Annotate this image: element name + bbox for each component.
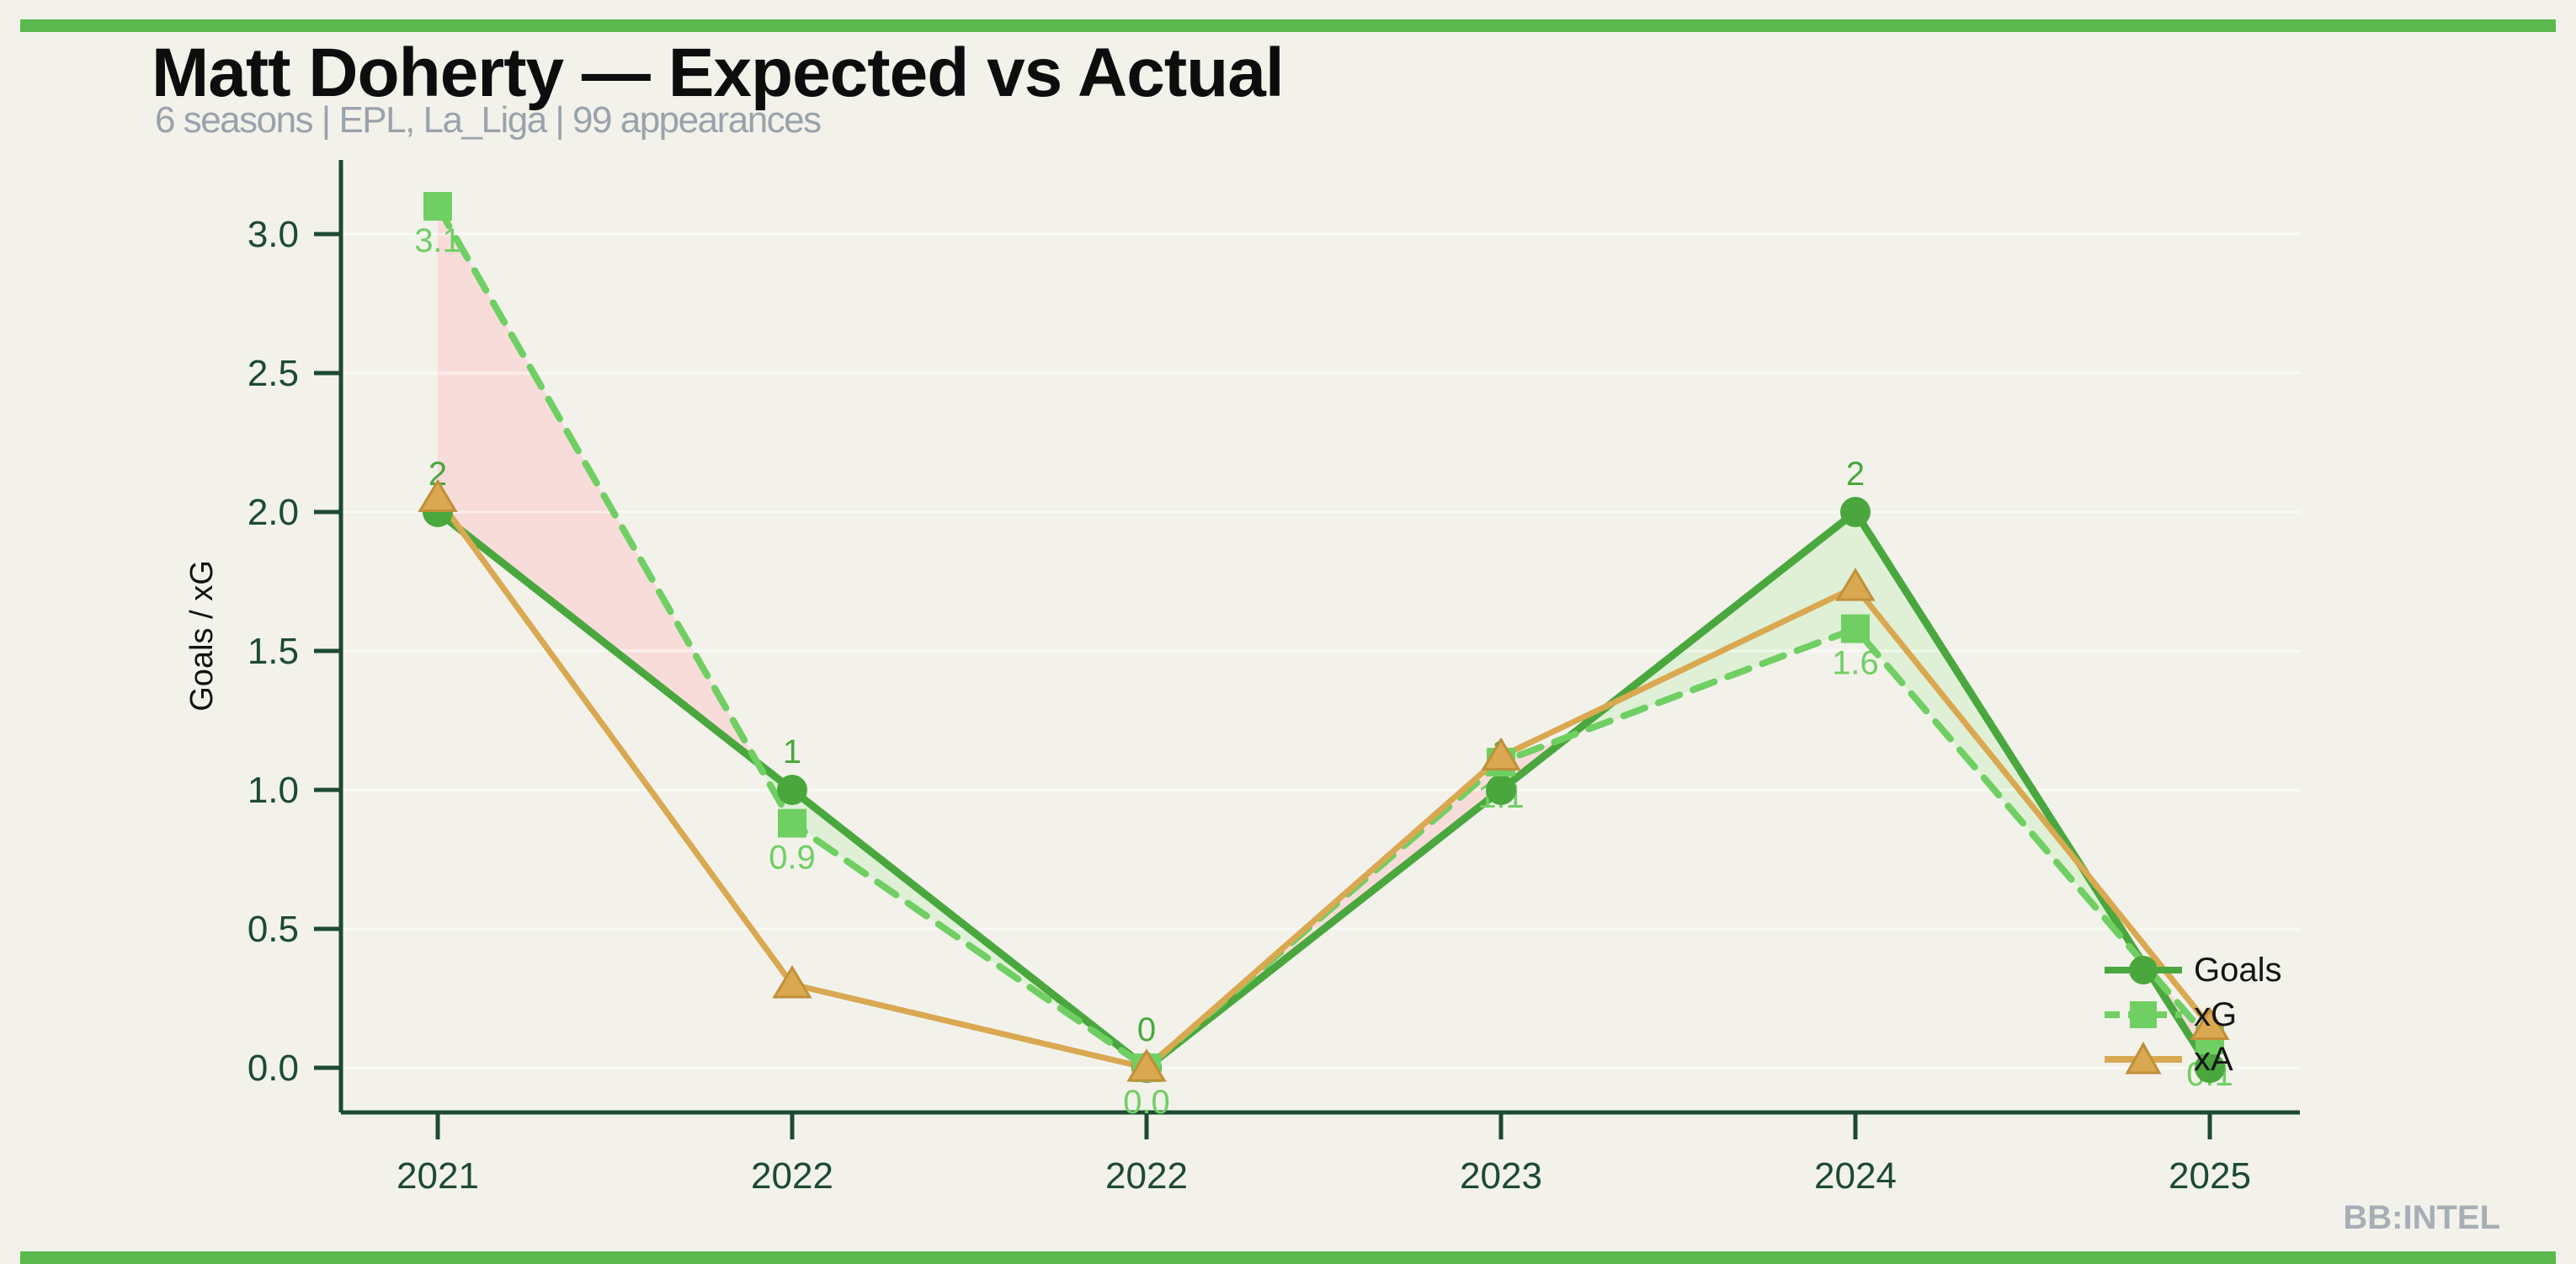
xa-marker [1835,568,1876,601]
xa-marker [1481,737,1521,771]
x-tick-label: 2022 [751,1155,833,1197]
fill-overperformance [757,762,792,824]
y-axis-title: Goals / xG [184,560,220,712]
watermark: BB:INTEL [2343,1199,2500,1236]
xg-point-label: 0.0 [1123,1084,1170,1121]
goals-marker [2195,1053,2225,1083]
y-tick-label: 0.0 [247,1048,299,1089]
legend-label: Goals [2194,951,2282,989]
legend-circle-marker-icon [2105,956,2182,984]
y-tick-label: 3.0 [247,214,299,255]
legend-square-marker-icon [2105,1001,2182,1028]
xa-marker [418,478,458,512]
chart-subtitle: 6 seasons | EPL, La_Liga | 99 appearance… [155,99,822,141]
y-tick-label: 0.5 [247,909,299,950]
x-tick-label: 2024 [1814,1155,1897,1197]
x-tick-label: 2022 [1105,1155,1188,1197]
legend-item-goals: Goals [2103,951,2282,989]
xa-marker [772,965,812,999]
xg-point-label: 3.1 [414,222,461,259]
xg-line [434,203,2213,1071]
top-accent-bar [20,19,2556,32]
goals-marker [1840,497,1871,527]
goals-point-label: 2 [428,456,447,493]
goals-point-label: 1 [783,733,801,771]
goals-line [434,508,2214,1072]
goals-point-label: 2 [1846,456,1865,493]
chart-title: Matt Doherty — Expected vs Actual [152,35,1285,111]
xg-marker [423,192,452,221]
goals-point-label: 0 [1137,1011,1156,1048]
goals-marker [777,775,807,805]
y-tick-label: 1.5 [247,631,299,672]
xg-marker [1841,614,1870,643]
xa-marker [2190,1006,2230,1040]
xg-point-label: 0.9 [769,840,816,877]
x-tick-label: 2025 [2169,1155,2251,1197]
bottom-accent-bar [20,1251,2556,1264]
y-tick-label: 1.0 [247,770,299,811]
x-tick-label: 2023 [1460,1155,1542,1197]
legend-label: xG [2194,995,2238,1033]
legend-item-xa: xA [2103,1040,2282,1078]
x-tick-label: 2021 [397,1155,479,1197]
chart-legend: Goals xG xA [2103,951,2282,1078]
xa-marker [1126,1048,1167,1082]
y-tick-label: 2.0 [247,492,299,533]
legend-triangle-marker-icon [2105,1041,2182,1075]
xg-marker [778,808,806,838]
goals-marker [1486,775,1516,805]
legend-item-xg: xG [2103,995,2282,1033]
legend-label: xA [2194,1040,2233,1078]
xg-point-label: 1.6 [1832,645,1879,682]
y-tick-label: 2.5 [247,353,299,394]
xa-line [434,495,2213,1071]
